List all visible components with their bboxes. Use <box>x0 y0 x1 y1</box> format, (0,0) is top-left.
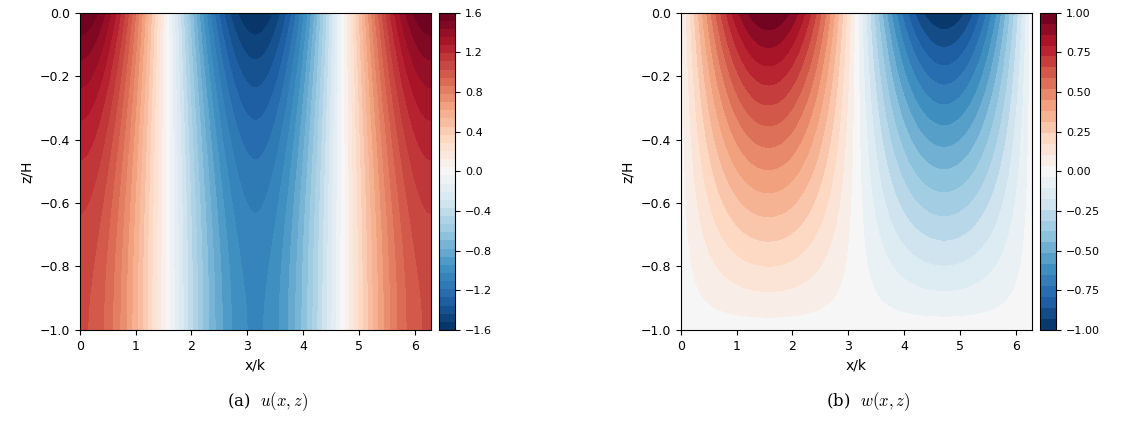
X-axis label: x/k: x/k <box>245 358 266 372</box>
X-axis label: x/k: x/k <box>846 358 867 372</box>
Text: (a)  $u(x, z)$: (a) $u(x, z)$ <box>226 390 308 413</box>
Text: (b)  $w(x, z)$: (b) $w(x, z)$ <box>826 390 910 413</box>
Y-axis label: z/H: z/H <box>621 160 635 182</box>
Y-axis label: z/H: z/H <box>19 160 34 182</box>
